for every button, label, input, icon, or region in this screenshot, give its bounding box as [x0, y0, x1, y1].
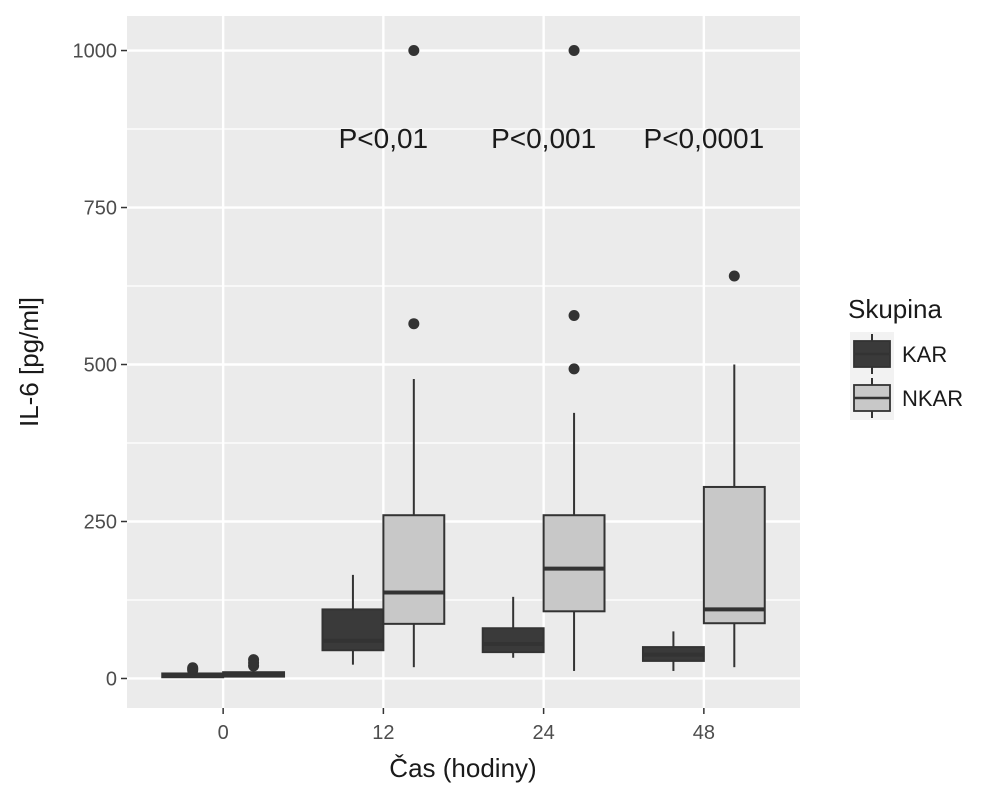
x-tick-label: 12	[372, 722, 394, 744]
y-tick-label: 1000	[73, 41, 118, 63]
box-nkar-24	[542, 45, 606, 671]
box-kar-24	[481, 596, 545, 658]
annotations: P<0,01 P<0,001 P<0,0001	[339, 123, 765, 154]
outlier-point	[728, 270, 740, 282]
x-tick-label: 0	[218, 722, 229, 744]
p-value-annotation: P<0,0001	[644, 123, 765, 154]
y-tick-label: 250	[84, 511, 117, 533]
outlier-point	[568, 45, 580, 57]
legend-label: NKAR	[902, 386, 963, 411]
box-kar-12	[321, 574, 385, 665]
outlier-point	[248, 654, 260, 666]
x-axis: 0 12 24 48	[218, 708, 715, 744]
outlier-point	[568, 363, 580, 375]
legend: Skupina KAR NKAR	[848, 294, 963, 420]
box-iqr	[542, 514, 606, 613]
p-value-annotation: P<0,001	[491, 123, 596, 154]
box-nkar-0	[222, 654, 286, 678]
plot-panel	[127, 16, 800, 708]
outlier-point	[408, 318, 420, 330]
y-tick-label: 750	[84, 198, 117, 220]
box-nkar-48	[702, 270, 766, 668]
y-axis: 0 250 500 750 1000	[73, 41, 127, 690]
y-axis-label: IL-6 [pg/ml]	[14, 297, 44, 427]
y-tick-label: 500	[84, 355, 117, 377]
box-series	[161, 45, 766, 679]
outlier-point	[568, 310, 580, 322]
box-nkar-12	[382, 45, 446, 668]
box-iqr	[321, 608, 385, 652]
outlier-point	[187, 662, 199, 674]
box-kar-48	[641, 631, 705, 671]
legend-label: KAR	[902, 342, 947, 367]
box-iqr	[702, 485, 766, 625]
y-tick-label: 0	[106, 668, 117, 690]
box-iqr	[481, 627, 545, 654]
legend-title: Skupina	[848, 294, 942, 324]
p-value-annotation: P<0,01	[339, 123, 429, 154]
x-axis-label: Čas (hodiny)	[389, 753, 536, 783]
outlier-point	[408, 45, 420, 57]
x-tick-label: 24	[532, 722, 554, 744]
x-tick-label: 48	[693, 722, 715, 744]
box-iqr	[382, 514, 446, 625]
